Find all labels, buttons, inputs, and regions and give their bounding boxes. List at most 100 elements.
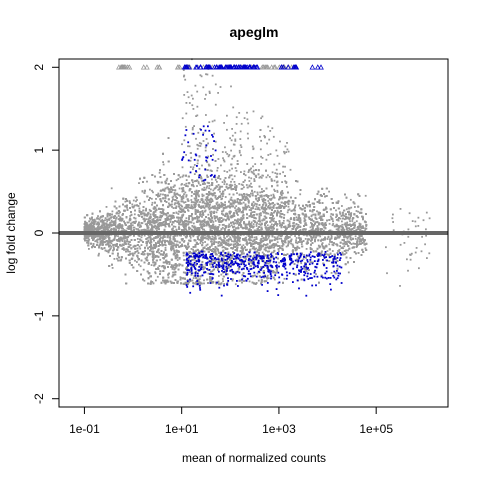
gray-point	[204, 241, 206, 243]
gray-point	[164, 180, 167, 183]
gray-point	[250, 192, 252, 195]
gray-point	[332, 259, 334, 261]
gray-point	[349, 220, 351, 223]
gray-point	[257, 229, 260, 232]
gray-point	[198, 238, 201, 241]
gray-point	[300, 262, 303, 265]
gray-point	[263, 197, 265, 200]
gray-point	[87, 237, 90, 240]
gray-point	[316, 210, 318, 213]
gray-point	[263, 194, 265, 197]
gray-point	[172, 195, 175, 198]
gray-point	[165, 214, 168, 217]
gray-point	[267, 212, 270, 215]
gray-point	[155, 279, 157, 282]
gray-point	[145, 244, 148, 247]
gray-point	[250, 207, 252, 210]
gray-point	[194, 209, 197, 211]
gray-point	[266, 238, 269, 241]
gray-point	[245, 236, 247, 239]
gray-point	[164, 247, 167, 249]
gray-point	[276, 209, 279, 212]
gray-point	[253, 190, 256, 193]
gray-point	[133, 252, 136, 255]
gray-point	[172, 227, 174, 230]
gray-point	[226, 254, 229, 257]
gray-point	[204, 210, 206, 213]
gray-point	[107, 224, 110, 227]
gray-point	[183, 244, 186, 247]
gray-point	[86, 241, 88, 244]
gray-point	[183, 241, 185, 243]
gray-point	[210, 244, 213, 247]
gray-point	[135, 196, 138, 199]
gray-point	[315, 234, 317, 237]
gray-point	[295, 239, 297, 242]
gray-point	[124, 248, 126, 251]
gray-point	[169, 242, 172, 244]
gray-point	[339, 217, 342, 220]
gray-point	[331, 250, 334, 252]
gray-point	[212, 238, 215, 241]
gray-point	[294, 204, 297, 207]
gray-point	[255, 230, 258, 232]
gray-point	[152, 219, 155, 221]
gray-point	[177, 178, 180, 180]
gray-point	[264, 210, 267, 213]
gray-point	[246, 248, 248, 251]
gray-point	[273, 220, 275, 223]
gray-point	[312, 225, 314, 228]
gray-point	[182, 254, 185, 257]
gray-point	[152, 257, 155, 260]
gray-point	[164, 244, 167, 247]
gray-point	[345, 252, 348, 254]
gray-point	[354, 243, 356, 245]
gray-point	[150, 238, 152, 241]
gray-point	[207, 238, 210, 241]
gray-point	[133, 213, 136, 216]
gray-point	[350, 206, 353, 209]
gray-point	[177, 244, 179, 246]
gray-point	[252, 219, 255, 222]
gray-point	[156, 227, 159, 230]
gray-point	[138, 263, 140, 266]
gray-point	[185, 261, 188, 263]
gray-point	[233, 272, 236, 275]
gray-point	[237, 214, 239, 216]
gray-point	[254, 208, 257, 210]
gray-point	[205, 200, 208, 202]
gray-point	[133, 205, 135, 208]
gray-point	[251, 243, 254, 246]
gray-point	[94, 240, 97, 243]
gray-point	[204, 188, 207, 191]
gray-point	[250, 224, 253, 227]
gray-point	[255, 176, 258, 178]
gray-point	[317, 244, 320, 247]
gray-point	[158, 171, 161, 174]
gray-point	[178, 263, 181, 266]
gray-point	[335, 243, 337, 246]
gray-point	[194, 250, 196, 253]
gray-point	[226, 183, 228, 186]
gray-point	[237, 270, 240, 273]
gray-point	[110, 240, 113, 242]
gray-point	[207, 213, 210, 216]
gray-point	[229, 236, 232, 239]
points-layer	[59, 58, 448, 297]
gray-point	[222, 209, 225, 212]
gray-point	[229, 258, 232, 260]
gray-point	[287, 240, 290, 243]
chart-title: apeglm	[229, 24, 278, 40]
gray-point	[289, 236, 291, 238]
gray-point	[218, 275, 220, 277]
gray-point	[310, 221, 312, 224]
gray-point	[151, 201, 154, 204]
gray-point	[237, 237, 240, 240]
gray-point	[330, 235, 333, 238]
gray-point	[117, 215, 120, 217]
gray-point	[144, 214, 147, 217]
gray-point	[221, 246, 224, 249]
gray-point	[289, 168, 292, 171]
gray-point	[255, 223, 258, 226]
gray-point	[148, 208, 151, 211]
